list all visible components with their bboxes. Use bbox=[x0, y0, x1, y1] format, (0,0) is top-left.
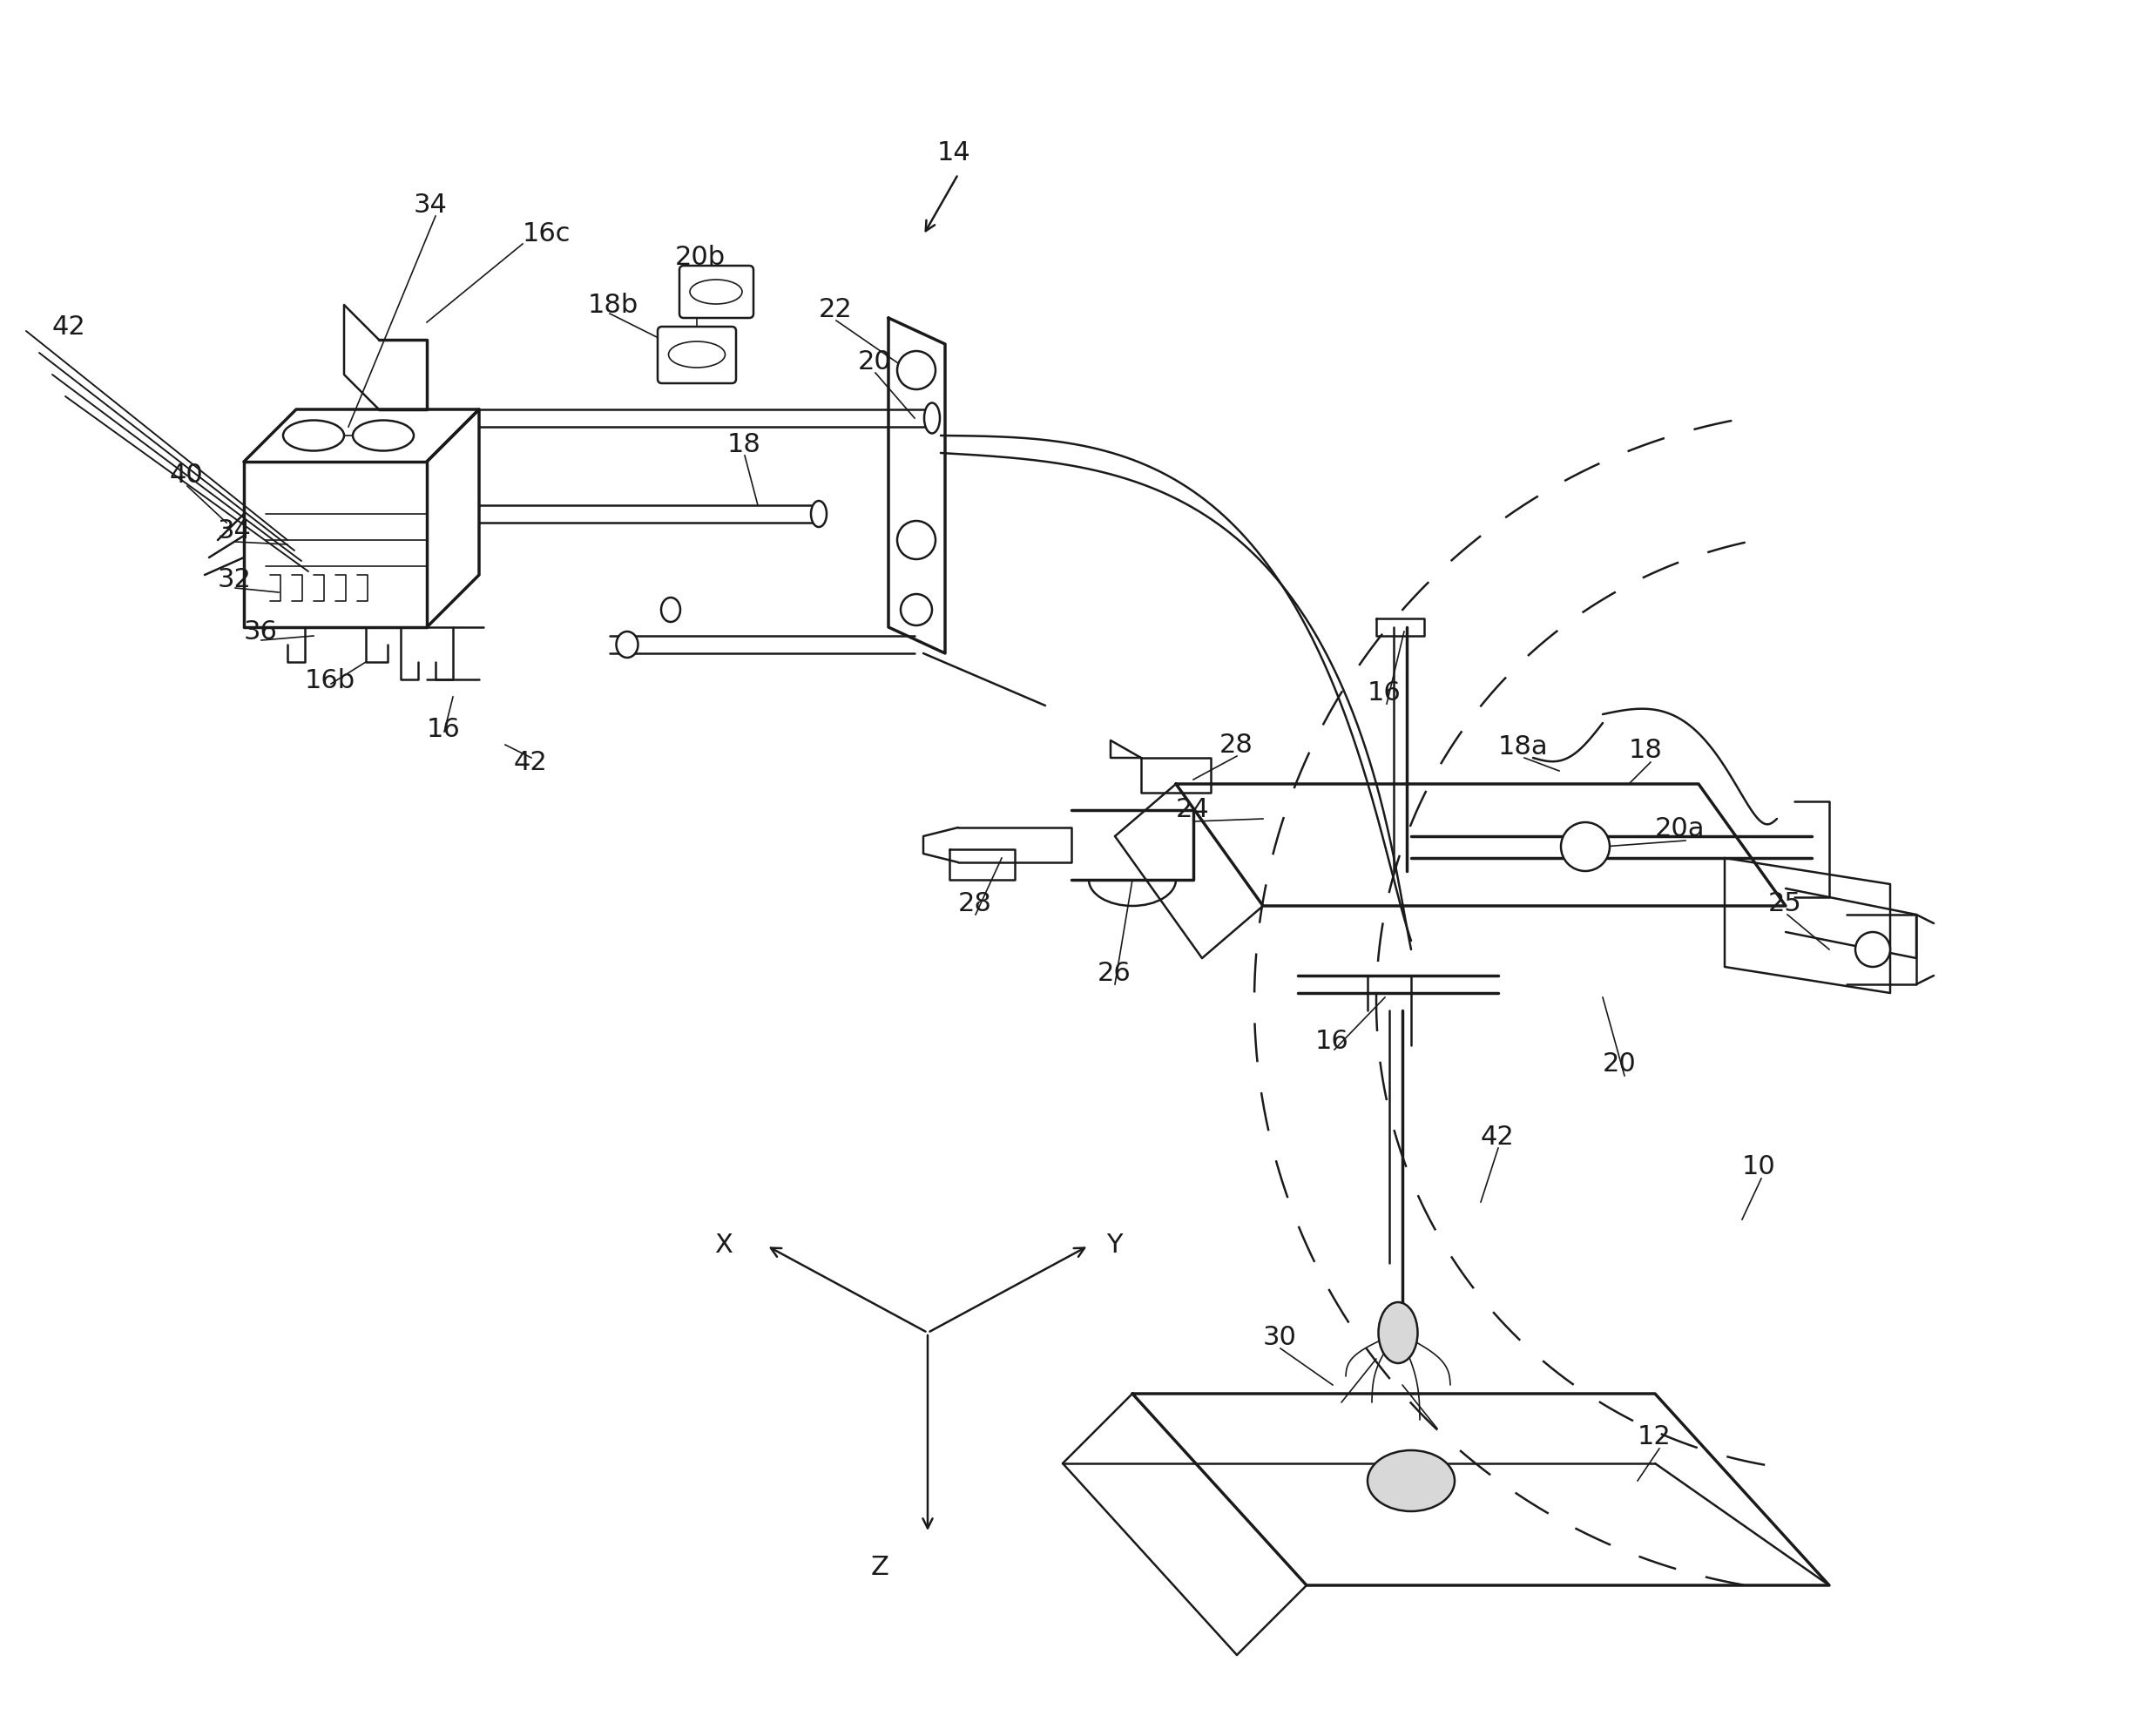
Text: 22: 22 bbox=[818, 297, 853, 321]
Circle shape bbox=[898, 351, 937, 389]
Text: 24: 24 bbox=[1175, 797, 1209, 823]
Text: 34: 34 bbox=[217, 519, 251, 543]
Text: 26: 26 bbox=[1098, 962, 1132, 986]
Circle shape bbox=[900, 594, 932, 625]
Text: 40: 40 bbox=[170, 462, 204, 488]
Ellipse shape bbox=[924, 403, 941, 434]
Circle shape bbox=[1562, 823, 1609, 871]
Ellipse shape bbox=[812, 502, 827, 528]
Text: 18: 18 bbox=[1628, 738, 1663, 764]
Text: 28: 28 bbox=[958, 892, 992, 917]
Circle shape bbox=[1856, 932, 1890, 967]
Text: 28: 28 bbox=[1220, 733, 1252, 757]
Ellipse shape bbox=[284, 420, 344, 451]
Text: 20: 20 bbox=[857, 349, 891, 375]
Text: 16: 16 bbox=[1315, 1028, 1349, 1054]
FancyBboxPatch shape bbox=[679, 266, 754, 318]
Text: 25: 25 bbox=[1768, 892, 1802, 917]
Text: 42: 42 bbox=[1480, 1125, 1514, 1149]
Circle shape bbox=[898, 521, 937, 559]
Text: 36: 36 bbox=[245, 618, 277, 644]
Ellipse shape bbox=[1368, 1450, 1454, 1512]
Text: 14: 14 bbox=[937, 141, 971, 165]
Text: 32: 32 bbox=[217, 566, 251, 592]
Text: 30: 30 bbox=[1263, 1325, 1297, 1349]
Text: 16: 16 bbox=[427, 717, 460, 743]
Text: 10: 10 bbox=[1742, 1154, 1776, 1180]
Text: 16: 16 bbox=[1368, 681, 1400, 705]
Text: 16b: 16b bbox=[305, 668, 357, 694]
Text: 20: 20 bbox=[1602, 1052, 1637, 1076]
Ellipse shape bbox=[690, 279, 741, 304]
Text: Y: Y bbox=[1106, 1233, 1123, 1259]
Text: 12: 12 bbox=[1637, 1425, 1671, 1450]
Text: 18a: 18a bbox=[1497, 734, 1549, 760]
Text: 16c: 16c bbox=[522, 220, 571, 247]
Text: 42: 42 bbox=[513, 750, 548, 774]
Text: 42: 42 bbox=[52, 314, 86, 339]
Ellipse shape bbox=[616, 632, 638, 658]
Ellipse shape bbox=[668, 342, 726, 368]
Ellipse shape bbox=[662, 597, 681, 621]
Ellipse shape bbox=[1379, 1302, 1418, 1363]
Ellipse shape bbox=[352, 420, 415, 451]
Text: 18b: 18b bbox=[589, 292, 638, 318]
Text: 18: 18 bbox=[728, 432, 760, 457]
Text: X: X bbox=[715, 1233, 732, 1259]
Text: 20a: 20a bbox=[1654, 816, 1706, 842]
Text: 34: 34 bbox=[415, 193, 447, 217]
Text: Z: Z bbox=[872, 1555, 889, 1580]
FancyBboxPatch shape bbox=[657, 326, 737, 384]
Text: 20b: 20b bbox=[674, 245, 726, 269]
